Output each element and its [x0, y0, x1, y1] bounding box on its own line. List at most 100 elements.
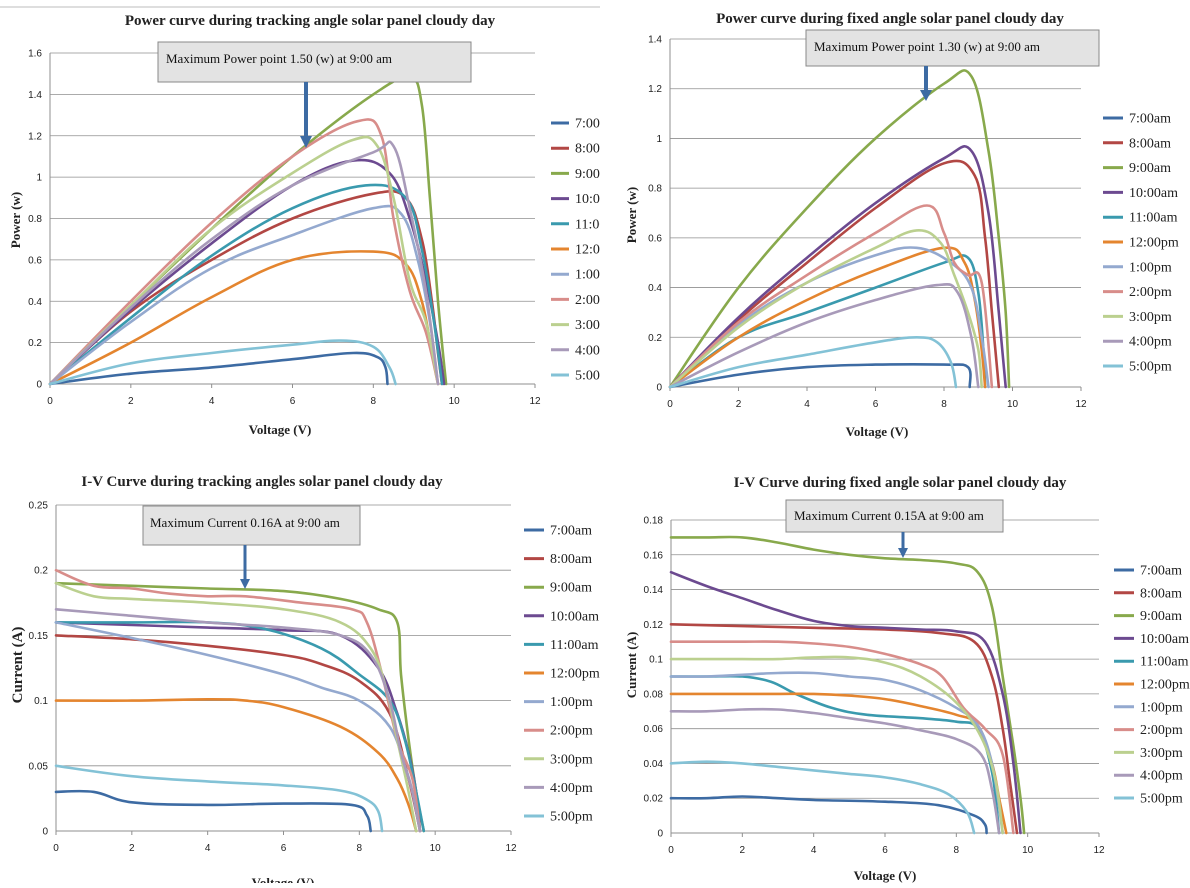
series-line-1100am [48, 183, 444, 386]
legend-label: 12:00pm [1129, 236, 1179, 251]
legend-label: 11:00am [550, 638, 599, 653]
legend-label: 2:00pm [1129, 285, 1172, 300]
legend-label: 5:00pm [1140, 792, 1183, 807]
y-tick-label: 0.18 [644, 516, 664, 527]
legend-label: 1:00pm [1129, 260, 1172, 275]
y-tick-label: 1 [36, 173, 42, 184]
chart-title: Power curve during fixed angle solar pan… [716, 11, 1064, 27]
legend-label: 1:00pm [1140, 700, 1183, 715]
series-line-1100am [54, 620, 426, 833]
chart-power-fixed: Power curve during fixed angle solar pan… [600, 0, 1190, 445]
y-tick-label: 1.4 [648, 35, 662, 46]
chart-power-tracking-svg: Power curve during tracking angle solar … [0, 6, 625, 437]
legend-label: 5:00pm [1129, 360, 1172, 375]
y-tick-label: 0.1 [34, 696, 48, 707]
legend-label: 3:00pm [1129, 310, 1172, 325]
x-tick-label: 0 [667, 399, 673, 410]
series-line-900am [669, 535, 1026, 835]
series-line-800am [668, 159, 1001, 389]
series-line-900am [668, 69, 1011, 389]
max-annotation: Maximum Power point 1.50 (w) at 9:00 am [157, 41, 472, 148]
y-tick-label: 0.12 [644, 620, 664, 631]
series-line-500pm [669, 760, 976, 835]
legend-label: 9:00am [1129, 161, 1171, 176]
y-axis-label: Current (A) [10, 627, 26, 704]
series-line-1100am [668, 254, 987, 389]
legend-label: 5:00pm [575, 369, 600, 384]
y-tick-label: 0.04 [644, 759, 664, 770]
legend-label: 12:00pm [550, 667, 600, 682]
legend-label: 12:00pm [1140, 678, 1190, 693]
y-tick-label: 0.6 [28, 255, 42, 266]
y-tick-label: 1.6 [28, 49, 42, 60]
legend-label: 7:00am [550, 524, 592, 539]
x-tick-label: 10 [1022, 845, 1034, 856]
series-line-1000am [668, 145, 1007, 389]
x-tick-label: 2 [129, 843, 135, 854]
legend-label: 7:00am [1129, 112, 1171, 127]
x-tick-label: 6 [882, 845, 888, 856]
annotation-box [805, 29, 1100, 67]
y-tick-label: 0.1 [649, 655, 663, 666]
series-line-400pm [54, 608, 422, 833]
y-tick-label: 0.2 [34, 566, 48, 577]
x-tick-label: 8 [941, 399, 947, 410]
max-annotation: Maximum Power point 1.30 (w) at 9:00 am [805, 29, 1100, 101]
x-tick-label: 10 [449, 396, 461, 407]
series-line-900am [54, 581, 426, 833]
series-line-1000am [669, 570, 1022, 835]
legend-label: 9:00am [1140, 609, 1182, 624]
legend-label: 1:00pm [575, 268, 600, 283]
series-line-700am [48, 351, 389, 386]
x-tick-label: 4 [205, 843, 211, 854]
y-tick-label: 0 [656, 383, 662, 394]
y-tick-label: 0.06 [644, 724, 664, 735]
series-line-100pm [668, 246, 990, 389]
y-tick-label: 0.8 [648, 184, 662, 195]
legend-label: 4:00pm [575, 343, 600, 358]
legend-label: 2:00pm [550, 724, 593, 739]
legend-label: 11:00am [575, 217, 600, 232]
legend-label: 4:00pm [550, 781, 593, 796]
x-tick-label: 6 [281, 843, 287, 854]
series-line-200pm [48, 118, 440, 386]
chart-title: I-V Curve during tracking angles solar p… [81, 474, 443, 490]
legend-label: 10:00am [1140, 632, 1189, 647]
series-line-300pm [669, 655, 1004, 835]
legend-label: 8:00am [550, 552, 592, 567]
y-tick-label: 0.4 [28, 297, 42, 308]
annotation-arrowhead [898, 548, 908, 558]
legend-label: 3:00pm [1140, 746, 1183, 761]
x-tick-label: 12 [529, 396, 541, 407]
legend-label: 9:00am [550, 581, 592, 596]
series-line-200pm [669, 640, 1015, 835]
x-tick-label: 2 [736, 399, 742, 410]
max-annotation: Maximum Current 0.15A at 9:00 am [785, 499, 1004, 558]
chart-power-tracking: Power curve during tracking angle solar … [0, 0, 625, 440]
chart-iv-tracking: I-V Curve during tracking angles solar p… [0, 445, 600, 888]
legend-label: 3:00pm [575, 318, 600, 333]
y-tick-label: 1.4 [28, 90, 42, 101]
y-tick-label: 0 [657, 829, 663, 840]
series-line-400pm [48, 140, 440, 386]
chart-iv-fixed: I-V Curve during fixed angle solar panel… [600, 445, 1190, 883]
series-line-500pm [54, 764, 384, 833]
series-line-700am [54, 789, 372, 833]
x-tick-label: 0 [668, 845, 674, 856]
series-line-100pm [669, 671, 1004, 835]
x-tick-label: 6 [873, 399, 879, 410]
y-tick-label: 0.05 [29, 761, 49, 772]
chart-power-fixed-svg: Power curve during fixed angle solar pan… [624, 11, 1179, 439]
annotation-box [142, 505, 361, 546]
legend-label: 8:00am [1140, 586, 1182, 601]
x-tick-label: 12 [505, 843, 517, 854]
legend-label: 4:00pm [1140, 769, 1183, 784]
y-tick-label: 0.08 [644, 689, 664, 700]
series-line-400pm [669, 707, 1001, 835]
legend-label: 10:00am [1129, 186, 1178, 201]
series-line-300pm [54, 581, 418, 833]
x-tick-label: 2 [128, 396, 134, 407]
y-tick-label: 0 [36, 380, 42, 391]
series-line-700am [668, 363, 972, 389]
x-tick-label: 6 [290, 396, 296, 407]
